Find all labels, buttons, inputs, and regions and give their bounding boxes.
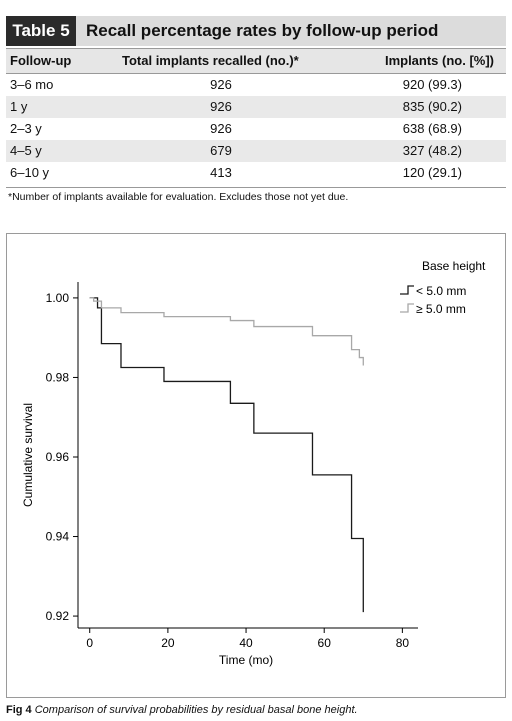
y-tick-label: 0.94 — [46, 530, 70, 544]
y-axis-label: Cumulative survival — [21, 403, 35, 507]
table-footnote: *Number of implants available for evalua… — [8, 191, 349, 203]
table-row: 1 y 926 835 (90.2) — [6, 96, 506, 118]
x-axis-label: Time (mo) — [219, 653, 273, 667]
y-tick-label: 0.96 — [46, 450, 70, 464]
cell-total: 926 — [210, 121, 232, 136]
x-tick-label: 0 — [86, 636, 93, 650]
legend-label: < 5.0 mm — [416, 284, 466, 298]
y-tick-label: 0.98 — [46, 370, 70, 384]
cell-followup: 3–6 mo — [10, 77, 54, 92]
table-header-bar: Table 5 Recall percentage rates by follo… — [6, 16, 506, 46]
table-number: Table 5 — [6, 16, 76, 46]
cell-implants: 327 (48.2) — [402, 143, 462, 158]
table-row: 3–6 mo 926 920 (99.3) — [6, 74, 506, 96]
cell-implants: 638 (68.9) — [402, 121, 462, 136]
table-title: Recall percentage rates by follow-up per… — [86, 21, 439, 40]
cell-followup: 2–3 y — [10, 121, 42, 136]
legend-swatch — [400, 285, 414, 295]
cell-total: 926 — [210, 99, 232, 114]
cell-followup: 6–10 y — [10, 165, 50, 180]
cell-total: 413 — [210, 165, 232, 180]
cell-total: 926 — [210, 77, 232, 92]
cell-implants: 835 (90.2) — [402, 99, 462, 114]
table-row: 6–10 y 413 120 (29.1) — [6, 162, 506, 184]
x-tick-label: 20 — [161, 636, 175, 650]
series-line-5mm-or-more — [89, 297, 364, 366]
y-tick-label: 0.92 — [46, 609, 70, 623]
cell-followup: 1 y — [10, 99, 28, 114]
column-header-followup: Follow-up — [10, 53, 72, 68]
legend-label: ≥ 5.0 mm — [416, 302, 466, 316]
y-tick-label: 1.00 — [46, 291, 70, 305]
column-header-total: Total implants recalled (no.)* — [122, 53, 299, 68]
x-tick-label: 80 — [396, 636, 410, 650]
cell-total: 679 — [210, 143, 232, 158]
table-column-headers: Follow-up Total implants recalled (no.)*… — [6, 48, 506, 74]
cell-implants: 120 (29.1) — [402, 165, 462, 180]
x-tick-label: 60 — [318, 636, 332, 650]
figure-label: Fig 4 — [6, 704, 32, 716]
figure-caption: Fig 4 Comparison of survival probabiliti… — [6, 704, 358, 716]
cell-implants: 920 (99.3) — [402, 77, 462, 92]
table-row: 2–3 y 926 638 (68.9) — [6, 118, 506, 140]
cell-followup: 4–5 y — [10, 143, 42, 158]
figure-frame — [6, 233, 506, 698]
x-tick-label: 40 — [239, 636, 253, 650]
table-row: 4–5 y 679 327 (48.2) — [6, 140, 506, 162]
legend-title: Base height — [422, 259, 486, 273]
column-header-implants: Implants (no. [%]) — [384, 53, 494, 68]
series-line-below-5mm — [89, 297, 364, 613]
figure-caption-text: Comparison of survival probabilities by … — [34, 704, 358, 716]
legend-swatch — [400, 303, 414, 313]
table-bottom-rule — [6, 187, 506, 188]
